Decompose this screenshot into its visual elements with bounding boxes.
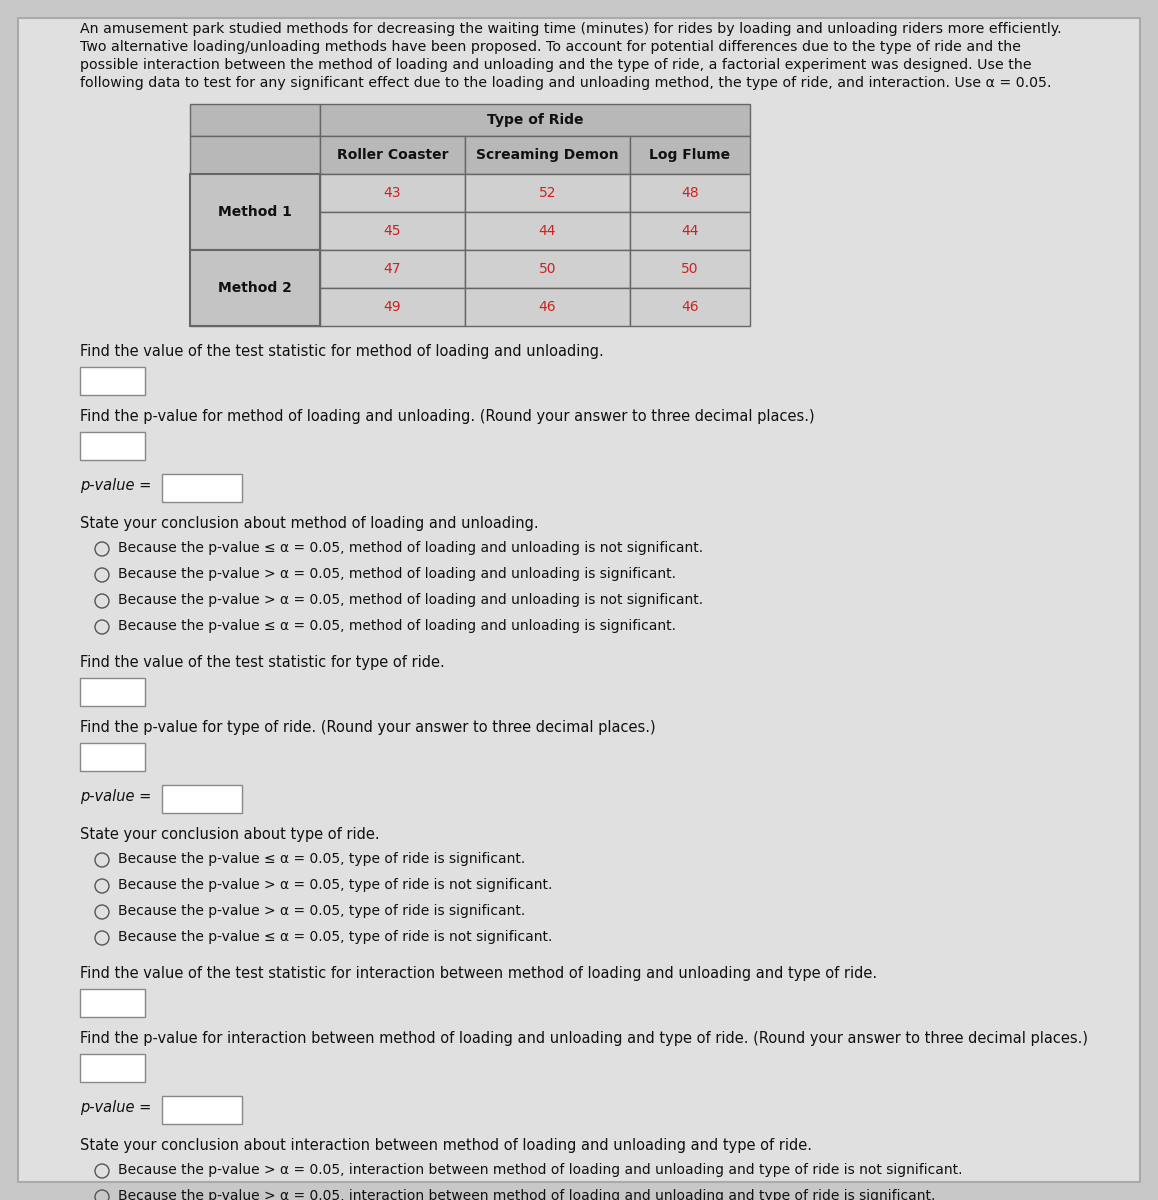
- Text: Method 2: Method 2: [218, 281, 292, 295]
- FancyBboxPatch shape: [466, 136, 630, 174]
- Text: State your conclusion about interaction between method of loading and unloading : State your conclusion about interaction …: [80, 1138, 812, 1153]
- FancyBboxPatch shape: [162, 785, 242, 814]
- FancyBboxPatch shape: [320, 250, 466, 288]
- FancyBboxPatch shape: [80, 1054, 145, 1082]
- Text: Because the p-value > α = 0.05, method of loading and unloading is not significa: Because the p-value > α = 0.05, method o…: [118, 593, 703, 607]
- Text: Find the value of the test statistic for interaction between method of loading a: Find the value of the test statistic for…: [80, 966, 877, 982]
- Text: Because the p-value > α = 0.05, type of ride is significant.: Because the p-value > α = 0.05, type of …: [118, 904, 526, 918]
- Text: Find the p-value for type of ride. (Round your answer to three decimal places.): Find the p-value for type of ride. (Roun…: [80, 720, 655, 734]
- Text: Because the p-value ≤ α = 0.05, method of loading and unloading is not significa: Because the p-value ≤ α = 0.05, method o…: [118, 541, 703, 554]
- FancyBboxPatch shape: [320, 136, 466, 174]
- Text: Because the p-value > α = 0.05, interaction between method of loading and unload: Because the p-value > α = 0.05, interact…: [118, 1189, 936, 1200]
- Text: Screaming Demon: Screaming Demon: [476, 148, 618, 162]
- FancyBboxPatch shape: [320, 288, 466, 326]
- FancyBboxPatch shape: [190, 136, 320, 174]
- FancyBboxPatch shape: [630, 136, 750, 174]
- Text: Because the p-value > α = 0.05, interaction between method of loading and unload: Because the p-value > α = 0.05, interact…: [118, 1163, 962, 1177]
- FancyBboxPatch shape: [190, 288, 320, 326]
- Text: 46: 46: [681, 300, 698, 314]
- Text: following data to test for any significant effect due to the loading and unloadi: following data to test for any significa…: [80, 76, 1051, 90]
- Text: Because the p-value > α = 0.05, method of loading and unloading is significant.: Because the p-value > α = 0.05, method o…: [118, 566, 676, 581]
- Text: 44: 44: [681, 224, 698, 238]
- FancyBboxPatch shape: [320, 174, 466, 212]
- Text: p-value =: p-value =: [80, 478, 152, 493]
- FancyBboxPatch shape: [80, 432, 145, 460]
- Text: An amusement park studied methods for decreasing the waiting time (minutes) for : An amusement park studied methods for de…: [80, 22, 1062, 36]
- Text: 45: 45: [383, 224, 402, 238]
- Text: 49: 49: [383, 300, 402, 314]
- Text: Because the p-value ≤ α = 0.05, type of ride is significant.: Because the p-value ≤ α = 0.05, type of …: [118, 852, 526, 866]
- Text: p-value =: p-value =: [80, 790, 152, 804]
- Text: Type of Ride: Type of Ride: [486, 113, 584, 127]
- FancyBboxPatch shape: [190, 174, 320, 250]
- Text: 43: 43: [383, 186, 402, 200]
- FancyBboxPatch shape: [80, 367, 145, 395]
- Text: 46: 46: [538, 300, 556, 314]
- FancyBboxPatch shape: [630, 288, 750, 326]
- FancyBboxPatch shape: [466, 174, 630, 212]
- FancyBboxPatch shape: [190, 250, 320, 326]
- Text: Because the p-value ≤ α = 0.05, type of ride is not significant.: Because the p-value ≤ α = 0.05, type of …: [118, 930, 552, 944]
- Text: Find the value of the test statistic for method of loading and unloading.: Find the value of the test statistic for…: [80, 344, 603, 359]
- FancyBboxPatch shape: [162, 474, 242, 502]
- Text: 50: 50: [538, 262, 556, 276]
- Text: Find the p-value for method of loading and unloading. (Round your answer to thre: Find the p-value for method of loading a…: [80, 409, 814, 424]
- FancyBboxPatch shape: [466, 212, 630, 250]
- FancyBboxPatch shape: [630, 250, 750, 288]
- FancyBboxPatch shape: [80, 743, 145, 770]
- Text: Roller Coaster: Roller Coaster: [337, 148, 448, 162]
- Text: State your conclusion about type of ride.: State your conclusion about type of ride…: [80, 827, 380, 842]
- Text: Find the p-value for interaction between method of loading and unloading and typ: Find the p-value for interaction between…: [80, 1031, 1089, 1046]
- Text: Two alternative loading/unloading methods have been proposed. To account for pot: Two alternative loading/unloading method…: [80, 40, 1021, 54]
- Text: Log Flume: Log Flume: [650, 148, 731, 162]
- FancyBboxPatch shape: [190, 174, 320, 212]
- FancyBboxPatch shape: [190, 104, 320, 136]
- FancyBboxPatch shape: [630, 212, 750, 250]
- FancyBboxPatch shape: [80, 989, 145, 1018]
- Text: possible interaction between the method of loading and unloading and the type of: possible interaction between the method …: [80, 58, 1032, 72]
- FancyBboxPatch shape: [190, 212, 320, 250]
- Text: 44: 44: [538, 224, 556, 238]
- Text: 52: 52: [538, 186, 556, 200]
- Text: 47: 47: [383, 262, 402, 276]
- FancyBboxPatch shape: [466, 288, 630, 326]
- Text: 48: 48: [681, 186, 698, 200]
- Text: Because the p-value ≤ α = 0.05, method of loading and unloading is significant.: Because the p-value ≤ α = 0.05, method o…: [118, 619, 676, 634]
- Text: State your conclusion about method of loading and unloading.: State your conclusion about method of lo…: [80, 516, 538, 530]
- FancyBboxPatch shape: [320, 212, 466, 250]
- Text: Because the p-value > α = 0.05, type of ride is not significant.: Because the p-value > α = 0.05, type of …: [118, 878, 552, 892]
- FancyBboxPatch shape: [80, 678, 145, 706]
- FancyBboxPatch shape: [466, 250, 630, 288]
- FancyBboxPatch shape: [190, 250, 320, 288]
- Text: Method 1: Method 1: [218, 205, 292, 218]
- FancyBboxPatch shape: [630, 174, 750, 212]
- Text: 50: 50: [681, 262, 698, 276]
- FancyBboxPatch shape: [19, 18, 1139, 1182]
- Text: p-value =: p-value =: [80, 1100, 152, 1115]
- Text: Find the value of the test statistic for type of ride.: Find the value of the test statistic for…: [80, 655, 445, 670]
- FancyBboxPatch shape: [320, 104, 750, 136]
- FancyBboxPatch shape: [162, 1096, 242, 1124]
